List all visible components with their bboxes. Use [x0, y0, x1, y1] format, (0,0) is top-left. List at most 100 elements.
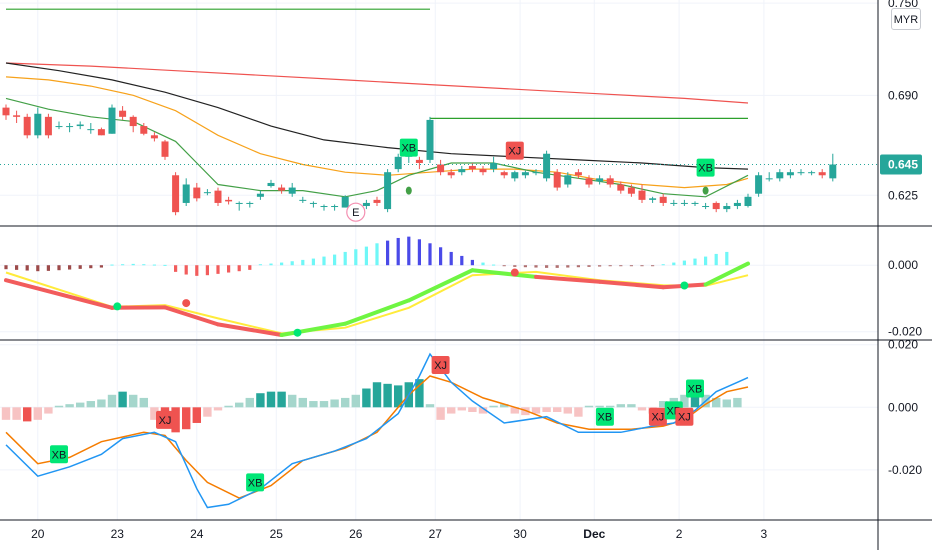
- candle-body[interactable]: [458, 169, 466, 173]
- candle-body[interactable]: [797, 172, 805, 174]
- currency-badge[interactable]: MYR: [891, 8, 921, 30]
- candle-body[interactable]: [426, 119, 434, 160]
- candle-body[interactable]: [394, 156, 402, 170]
- candle-body[interactable]: [490, 162, 498, 170]
- candle-body[interactable]: [44, 116, 52, 136]
- buy-signal-box[interactable]: [696, 158, 715, 177]
- candle-body[interactable]: [373, 199, 381, 203]
- candle-body[interactable]: [97, 129, 105, 136]
- candle-body[interactable]: [627, 187, 635, 194]
- price-panel[interactable]: XB XJ XB E: [0, 8, 878, 222]
- candle-body[interactable]: [320, 206, 328, 208]
- sell-signal-box[interactable]: [431, 356, 450, 375]
- candle-body[interactable]: [13, 115, 21, 117]
- candle-body[interactable]: [288, 187, 296, 194]
- candle-body[interactable]: [744, 196, 752, 207]
- candle-body[interactable]: [108, 107, 116, 134]
- candle-body[interactable]: [468, 166, 476, 170]
- candle-body[interactable]: [723, 206, 731, 210]
- candle-body[interactable]: [66, 126, 74, 128]
- oscillator-histogram-bar: [682, 260, 686, 266]
- candle-body[interactable]: [299, 199, 307, 201]
- candle-body[interactable]: [776, 172, 784, 179]
- candle-body[interactable]: [34, 113, 42, 136]
- candle-body[interactable]: [384, 172, 392, 210]
- oscillator-histogram-bar: [248, 265, 252, 270]
- candle-body[interactable]: [331, 206, 339, 208]
- candle-body[interactable]: [638, 190, 646, 200]
- candle-body[interactable]: [447, 172, 455, 176]
- candle-body[interactable]: [702, 206, 710, 208]
- candle-body[interactable]: [670, 202, 678, 204]
- candle-body[interactable]: [500, 172, 508, 176]
- candle-body[interactable]: [829, 164, 837, 179]
- candle-body[interactable]: [87, 129, 95, 131]
- candle-body[interactable]: [193, 187, 201, 199]
- event-marker[interactable]: [346, 202, 366, 222]
- candle-body[interactable]: [553, 172, 561, 188]
- sell-signal-box[interactable]: [675, 407, 694, 426]
- candle-body[interactable]: [246, 202, 254, 204]
- buy-signal-box[interactable]: [399, 138, 418, 157]
- oscillator-panel[interactable]: [4, 236, 750, 337]
- candle-body[interactable]: [256, 193, 264, 197]
- candle-body[interactable]: [521, 172, 529, 176]
- buy-signal-box[interactable]: [595, 407, 614, 426]
- candle-body[interactable]: [437, 164, 445, 173]
- macd-histogram-bar: [425, 404, 435, 408]
- candle-body[interactable]: [203, 192, 211, 194]
- candle-body[interactable]: [606, 178, 614, 185]
- oscillator-histogram-bar: [131, 263, 135, 266]
- buy-signal-box[interactable]: [686, 379, 704, 398]
- candle-body[interactable]: [140, 126, 148, 134]
- candle-body[interactable]: [214, 190, 222, 203]
- candle-body[interactable]: [596, 178, 604, 182]
- candle-body[interactable]: [341, 196, 349, 208]
- candle-body[interactable]: [362, 202, 370, 207]
- candle-body[interactable]: [479, 169, 487, 173]
- sell-signal-box[interactable]: [505, 141, 524, 160]
- candle-body[interactable]: [649, 198, 657, 200]
- candle-body[interactable]: [574, 172, 582, 176]
- buy-signal-box[interactable]: [246, 473, 265, 492]
- candle-body[interactable]: [585, 178, 593, 185]
- candle-body[interactable]: [543, 153, 551, 179]
- candle-body[interactable]: [532, 172, 540, 174]
- candle-body[interactable]: [119, 110, 127, 117]
- candle-body[interactable]: [161, 141, 169, 157]
- candle-body[interactable]: [278, 187, 286, 191]
- candle-body[interactable]: [511, 172, 519, 179]
- candle-body[interactable]: [755, 175, 763, 194]
- candle-body[interactable]: [680, 202, 688, 204]
- candle-body[interactable]: [818, 172, 826, 176]
- candle-body[interactable]: [55, 126, 63, 128]
- sell-signal-box[interactable]: [648, 407, 667, 426]
- candle-body[interactable]: [691, 202, 699, 204]
- candle-body[interactable]: [309, 202, 317, 204]
- candle-body[interactable]: [733, 202, 741, 207]
- candle-body[interactable]: [617, 184, 625, 191]
- candle-body[interactable]: [225, 199, 233, 202]
- candle-body[interactable]: [808, 172, 816, 174]
- candle-body[interactable]: [76, 124, 84, 127]
- candle-body[interactable]: [659, 196, 667, 203]
- buy-signal-box[interactable]: [50, 445, 68, 464]
- candle-body[interactable]: [415, 159, 423, 163]
- candle-body[interactable]: [129, 116, 137, 127]
- candle-body[interactable]: [172, 175, 180, 213]
- candle-body[interactable]: [23, 116, 31, 136]
- candle-body[interactable]: [712, 202, 720, 210]
- candle-body[interactable]: [182, 184, 190, 203]
- candle-body[interactable]: [150, 135, 158, 139]
- candle-body[interactable]: [267, 182, 275, 187]
- candle-body[interactable]: [235, 202, 243, 204]
- candle-body[interactable]: [564, 175, 572, 185]
- candle-body[interactable]: [2, 107, 10, 116]
- candle-body[interactable]: [765, 178, 773, 180]
- candle-body[interactable]: [786, 172, 794, 176]
- oscillator-main-line: [343, 298, 411, 326]
- sell-signal-box[interactable]: [156, 410, 174, 429]
